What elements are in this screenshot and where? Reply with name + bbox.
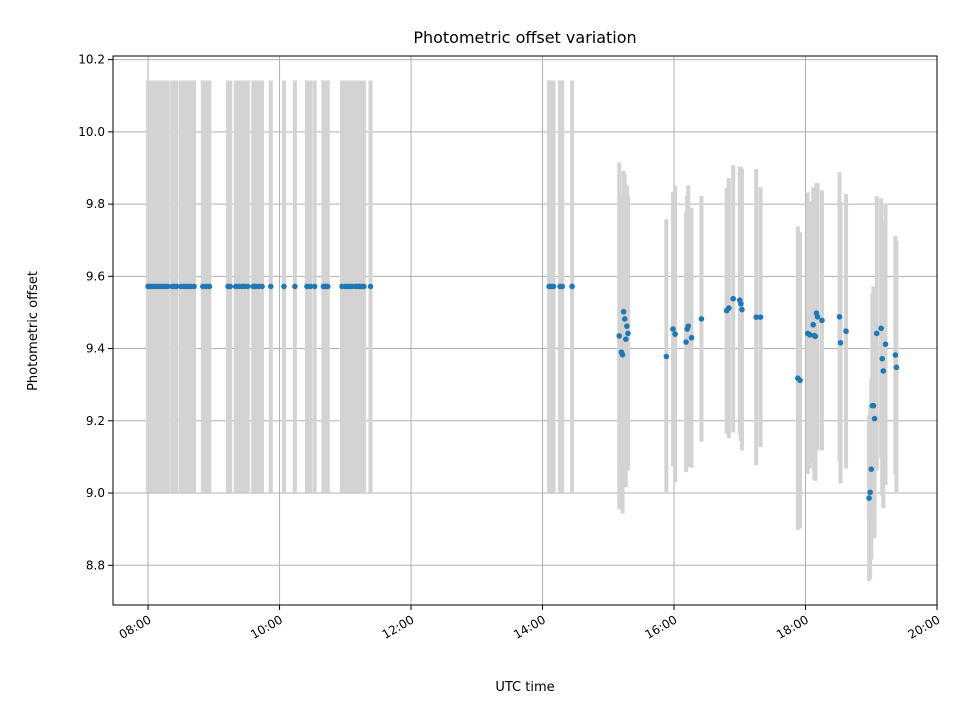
- data-point: [569, 283, 575, 290]
- data-point: [267, 283, 274, 290]
- y-axis-ticks: 8.8 9.0 9.2 9.4 9.6 9.8 10.0 10.2: [78, 53, 113, 572]
- axes-frame: [112, 55, 938, 606]
- y-tick-label: 10.2: [78, 53, 105, 67]
- data-point: [873, 330, 880, 337]
- data-point: [810, 321, 816, 328]
- data-point: [688, 334, 695, 341]
- data-point: [753, 314, 760, 320]
- data-point: [361, 283, 367, 290]
- data-point: [311, 283, 318, 290]
- data-point: [292, 283, 298, 290]
- data-point: [663, 353, 670, 360]
- data-point: [843, 328, 849, 335]
- data-point: [878, 325, 884, 332]
- data-point: [625, 330, 631, 337]
- data-point: [868, 466, 875, 472]
- y-tick-label: 9.4: [86, 342, 105, 356]
- data-point: [866, 495, 872, 501]
- data-point: [620, 308, 627, 315]
- data-point: [173, 283, 180, 290]
- data-point: [871, 415, 878, 422]
- data-point: [814, 313, 821, 320]
- data-point: [206, 283, 213, 290]
- data-point: [164, 283, 171, 290]
- data-point: [624, 323, 630, 329]
- y-tick-label: 9.8: [86, 197, 105, 211]
- data-point: [738, 300, 744, 307]
- data-point: [726, 305, 732, 311]
- data-point: [683, 339, 689, 345]
- y-axis-label: Photometric offset: [26, 271, 41, 391]
- data-point: [324, 283, 331, 290]
- data-points: [145, 283, 900, 501]
- data-point: [819, 317, 825, 324]
- data-point: [757, 314, 764, 320]
- data-point: [672, 331, 678, 337]
- y-tick-label: 9.6: [86, 269, 105, 283]
- chart-title: Photometric offset variation: [413, 28, 636, 47]
- data-point: [797, 377, 803, 384]
- data-point: [837, 339, 844, 346]
- data-point: [812, 333, 819, 340]
- data-point: [621, 316, 628, 322]
- y-tick-label: 10.0: [78, 125, 105, 139]
- data-point: [619, 351, 626, 358]
- data-point: [836, 313, 843, 320]
- data-point: [623, 336, 629, 342]
- data-point: [685, 323, 692, 329]
- data-point: [730, 295, 736, 302]
- data-point: [307, 283, 314, 290]
- data-point: [892, 352, 899, 358]
- data-point: [870, 402, 877, 409]
- data-point: [882, 341, 889, 348]
- data-point: [739, 306, 745, 313]
- data-point: [807, 332, 813, 338]
- y-tick-label: 8.8: [86, 558, 105, 572]
- data-point: [550, 283, 557, 290]
- data-point: [867, 489, 873, 496]
- data-point: [227, 283, 234, 290]
- data-point: [880, 368, 887, 374]
- x-axis-label: UTC time: [495, 680, 554, 695]
- data-point: [281, 283, 287, 290]
- data-point: [259, 283, 265, 290]
- data-point: [367, 283, 374, 290]
- data-point: [879, 355, 886, 362]
- data-point: [670, 326, 676, 332]
- data-point: [893, 364, 900, 371]
- data-point: [559, 283, 566, 290]
- data-point: [191, 283, 197, 290]
- data-point: [244, 283, 251, 290]
- y-tick-label: 9.0: [86, 486, 105, 500]
- data-point: [616, 333, 623, 339]
- y-tick-label: 9.2: [86, 414, 105, 428]
- data-point: [698, 316, 705, 322]
